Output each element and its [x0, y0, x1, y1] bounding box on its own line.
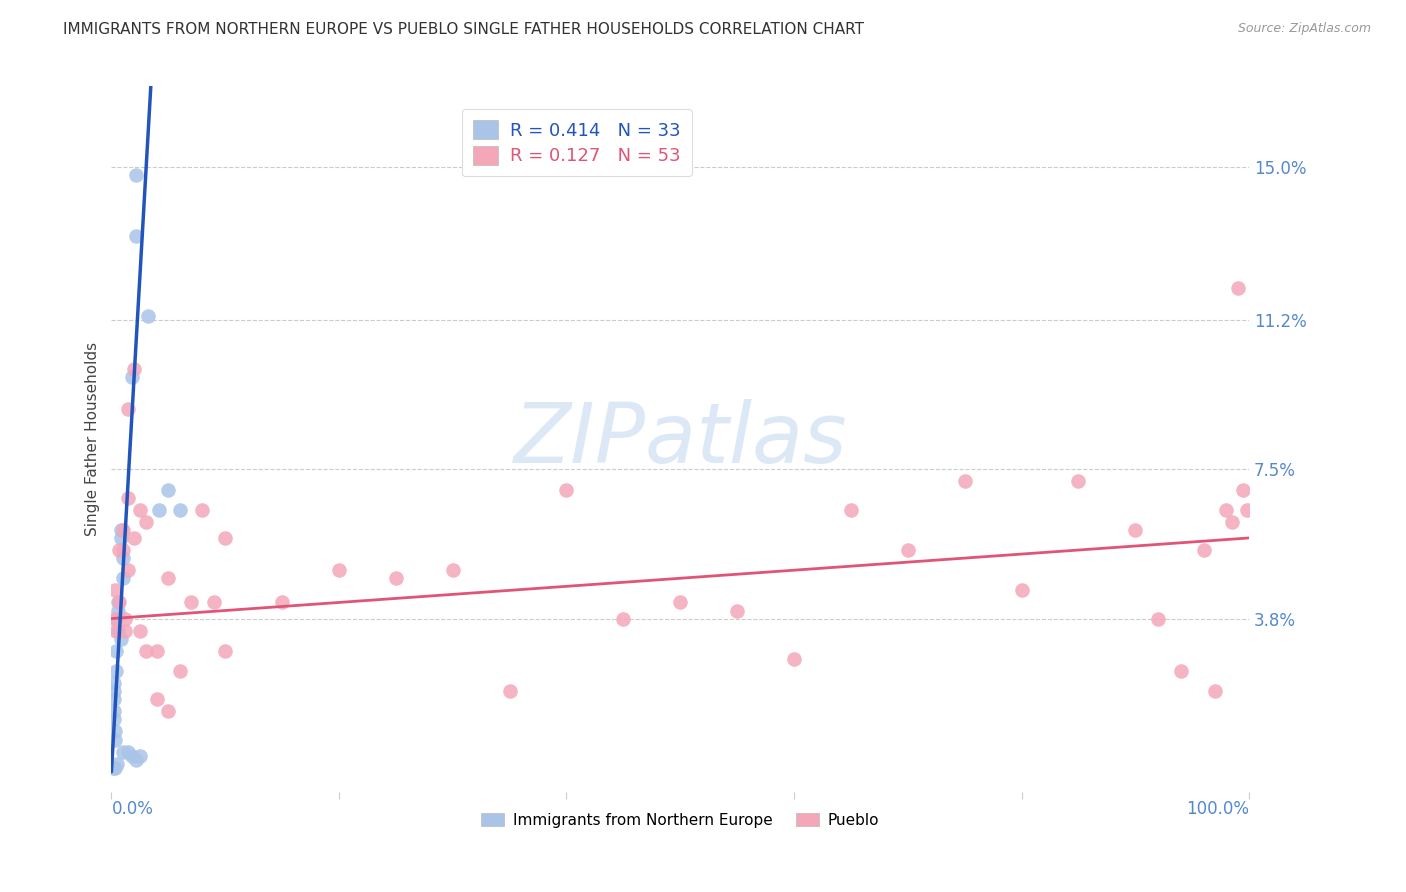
Point	[441, 563, 464, 577]
Point	[897, 543, 920, 558]
Point	[725, 603, 748, 617]
Point	[104, 644, 127, 658]
Point	[105, 756, 128, 771]
Text: 100.0%: 100.0%	[1187, 800, 1249, 819]
Point	[104, 583, 127, 598]
Point	[128, 748, 150, 763]
Point	[111, 571, 134, 585]
Legend: Immigrants from Northern Europe, Pueblo: Immigrants from Northern Europe, Pueblo	[475, 806, 886, 834]
Point	[1170, 664, 1192, 678]
Point	[122, 361, 145, 376]
Point	[110, 531, 132, 545]
Point	[104, 732, 127, 747]
Point	[169, 502, 191, 516]
Point	[110, 632, 132, 646]
Point	[117, 563, 139, 577]
Point	[117, 745, 139, 759]
Point	[1011, 583, 1033, 598]
Point	[103, 692, 125, 706]
Text: Source: ZipAtlas.com: Source: ZipAtlas.com	[1237, 22, 1371, 36]
Text: ZIPatlas: ZIPatlas	[513, 399, 846, 480]
Text: IMMIGRANTS FROM NORTHERN EUROPE VS PUEBLO SINGLE FATHER HOUSEHOLDS CORRELATION C: IMMIGRANTS FROM NORTHERN EUROPE VS PUEBL…	[63, 22, 865, 37]
Point	[110, 523, 132, 537]
Point	[107, 595, 129, 609]
Point	[121, 369, 143, 384]
Point	[135, 644, 157, 658]
Point	[169, 664, 191, 678]
Point	[108, 595, 131, 609]
Point	[104, 624, 127, 638]
Point	[669, 595, 692, 609]
Point	[117, 491, 139, 505]
Point	[136, 309, 159, 323]
Point	[103, 684, 125, 698]
Point	[1215, 502, 1237, 516]
Point	[271, 595, 294, 609]
Point	[122, 531, 145, 545]
Point	[1147, 611, 1170, 625]
Text: 0.0%: 0.0%	[111, 800, 153, 819]
Point	[328, 563, 350, 577]
Point	[385, 571, 408, 585]
Point	[111, 745, 134, 759]
Point	[146, 644, 169, 658]
Point	[128, 624, 150, 638]
Point	[1236, 502, 1258, 516]
Point	[157, 483, 180, 497]
Point	[103, 712, 125, 726]
Point	[157, 704, 180, 718]
Point	[107, 603, 129, 617]
Point	[111, 543, 134, 558]
Point	[1220, 515, 1243, 529]
Point	[125, 168, 148, 182]
Point	[104, 724, 127, 739]
Point	[108, 543, 131, 558]
Point	[953, 475, 976, 489]
Y-axis label: Single Father Households: Single Father Households	[86, 343, 100, 536]
Point	[157, 571, 180, 585]
Point	[125, 228, 148, 243]
Point	[111, 523, 134, 537]
Point	[214, 531, 236, 545]
Point	[103, 676, 125, 690]
Point	[125, 753, 148, 767]
Point	[111, 551, 134, 566]
Point	[104, 611, 127, 625]
Point	[121, 748, 143, 763]
Point	[1192, 543, 1215, 558]
Point	[180, 595, 202, 609]
Point	[114, 611, 136, 625]
Point	[1226, 281, 1249, 295]
Point	[107, 624, 129, 638]
Point	[114, 624, 136, 638]
Point	[202, 595, 225, 609]
Point	[839, 502, 862, 516]
Point	[214, 644, 236, 658]
Point	[1204, 684, 1226, 698]
Point	[103, 704, 125, 718]
Point	[117, 401, 139, 416]
Point	[148, 502, 170, 516]
Point	[1067, 475, 1090, 489]
Point	[191, 502, 214, 516]
Point	[555, 483, 578, 497]
Point	[146, 692, 169, 706]
Point	[128, 502, 150, 516]
Point	[101, 761, 124, 775]
Point	[498, 684, 520, 698]
Point	[1123, 523, 1146, 537]
Point	[783, 652, 806, 666]
Point	[104, 611, 127, 625]
Point	[135, 515, 157, 529]
Point	[612, 611, 634, 625]
Point	[1232, 483, 1254, 497]
Point	[104, 664, 127, 678]
Point	[104, 761, 127, 775]
